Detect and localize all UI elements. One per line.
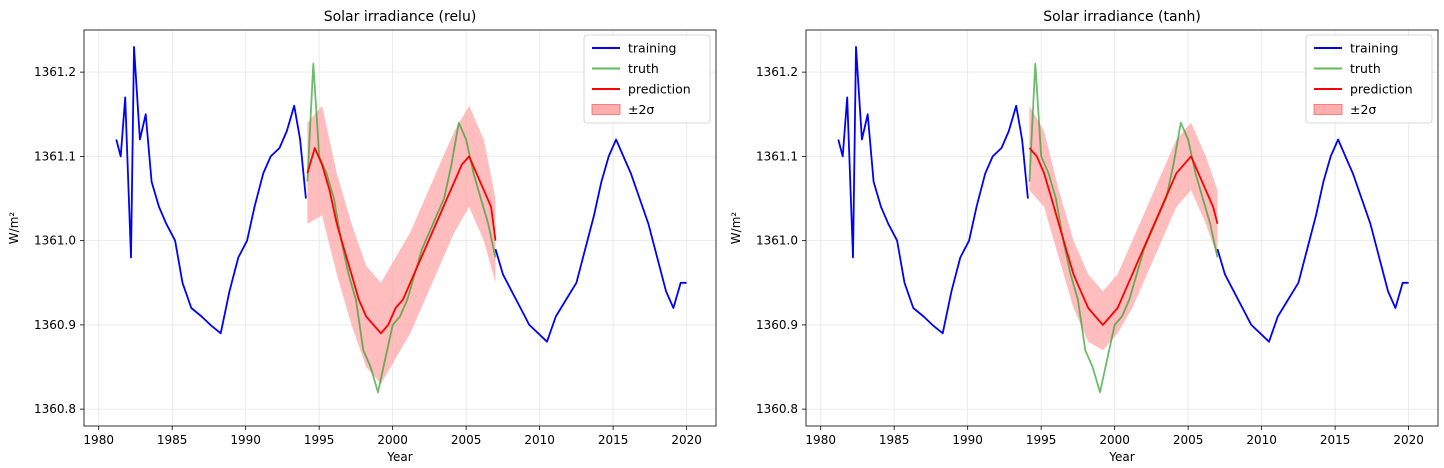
x-tick-label: 1980: [805, 433, 836, 447]
x-tick-label: 2010: [1246, 433, 1277, 447]
line-prediction-3: [1028, 147, 1219, 326]
y-tick-label: 1360.9: [756, 318, 798, 332]
line-truth-2: [306, 62, 497, 394]
legend-swatch-band: [591, 104, 621, 115]
x-tick-label: 1990: [230, 433, 261, 447]
x-tick-label: 1995: [1026, 433, 1057, 447]
x-tick-label: 2005: [451, 433, 482, 447]
chart-1: 1980 1985 1990 1995 2000 2005 2010 2015 2020 1360…: [729, 9, 1439, 464]
legend: training truth prediction ±2σ: [1305, 34, 1433, 124]
plot-area: [115, 46, 687, 394]
y-tick-label: 1361.0: [756, 234, 798, 248]
y-tick-label: 1361.1: [756, 149, 798, 163]
legend-label: training: [1350, 41, 1398, 56]
x-tick-label: 1985: [879, 433, 910, 447]
legend-label: ±2σ: [1350, 102, 1376, 117]
x-axis-label: Year: [1108, 450, 1134, 464]
line-training-0: [837, 46, 1029, 335]
legend-label: training: [628, 41, 676, 56]
line-prediction-3: [306, 147, 497, 335]
x-tick-label: 2000: [1099, 433, 1130, 447]
x-tick-label: 2005: [1173, 433, 1204, 447]
chart-0: 1980 1985 1990 1995 2000 2005 2010 2015 2020 1360…: [7, 9, 717, 464]
x-tick-label: 2015: [1320, 433, 1351, 447]
x-axis-label: Year: [386, 450, 412, 464]
legend-swatch-band: [1313, 104, 1343, 115]
line-truth-2: [1028, 62, 1219, 394]
y-tick-label: 1361.2: [34, 65, 76, 79]
legend-frame: [583, 34, 711, 124]
line-training-0: [115, 46, 307, 335]
legend-label: truth: [628, 61, 659, 76]
y-tick-label: 1360.8: [34, 402, 76, 416]
legend-frame: [1305, 34, 1433, 124]
legend-label: ±2σ: [628, 102, 654, 117]
y-tick-label: 1360.8: [756, 402, 798, 416]
x-tick-label: 1985: [157, 433, 188, 447]
legend: training truth prediction ±2σ: [583, 34, 711, 124]
x-tick-label: 1990: [952, 433, 983, 447]
x-tick-label: 2020: [1393, 433, 1424, 447]
line-training-1: [1216, 138, 1409, 343]
chart-title: Solar irradiance (tanh): [1043, 9, 1201, 25]
x-tick-label: 2015: [598, 433, 629, 447]
y-tick-label: 1361.1: [34, 149, 76, 163]
x-tick-label: 1995: [304, 433, 335, 447]
axes-frame: [83, 29, 717, 427]
chart-title: Solar irradiance (relu): [324, 9, 477, 25]
y-tick-label: 1361.0: [34, 234, 76, 248]
x-tick-label: 1980: [83, 433, 114, 447]
y-tick-label: 1360.9: [34, 318, 76, 332]
plot-area: [837, 46, 1409, 394]
line-training-1: [494, 138, 687, 343]
axes-frame: [805, 29, 1439, 427]
legend-label: truth: [1350, 61, 1381, 76]
y-axis-label: W/m²: [729, 212, 743, 245]
legend-label: prediction: [1350, 82, 1413, 97]
x-tick-label: 2010: [524, 433, 555, 447]
y-tick-label: 1361.2: [756, 65, 798, 79]
x-tick-label: 2000: [377, 433, 408, 447]
y-axis-label: W/m²: [7, 212, 21, 245]
legend-label: prediction: [628, 82, 691, 97]
band-series-4: [1029, 105, 1218, 351]
x-tick-label: 2020: [671, 433, 702, 447]
